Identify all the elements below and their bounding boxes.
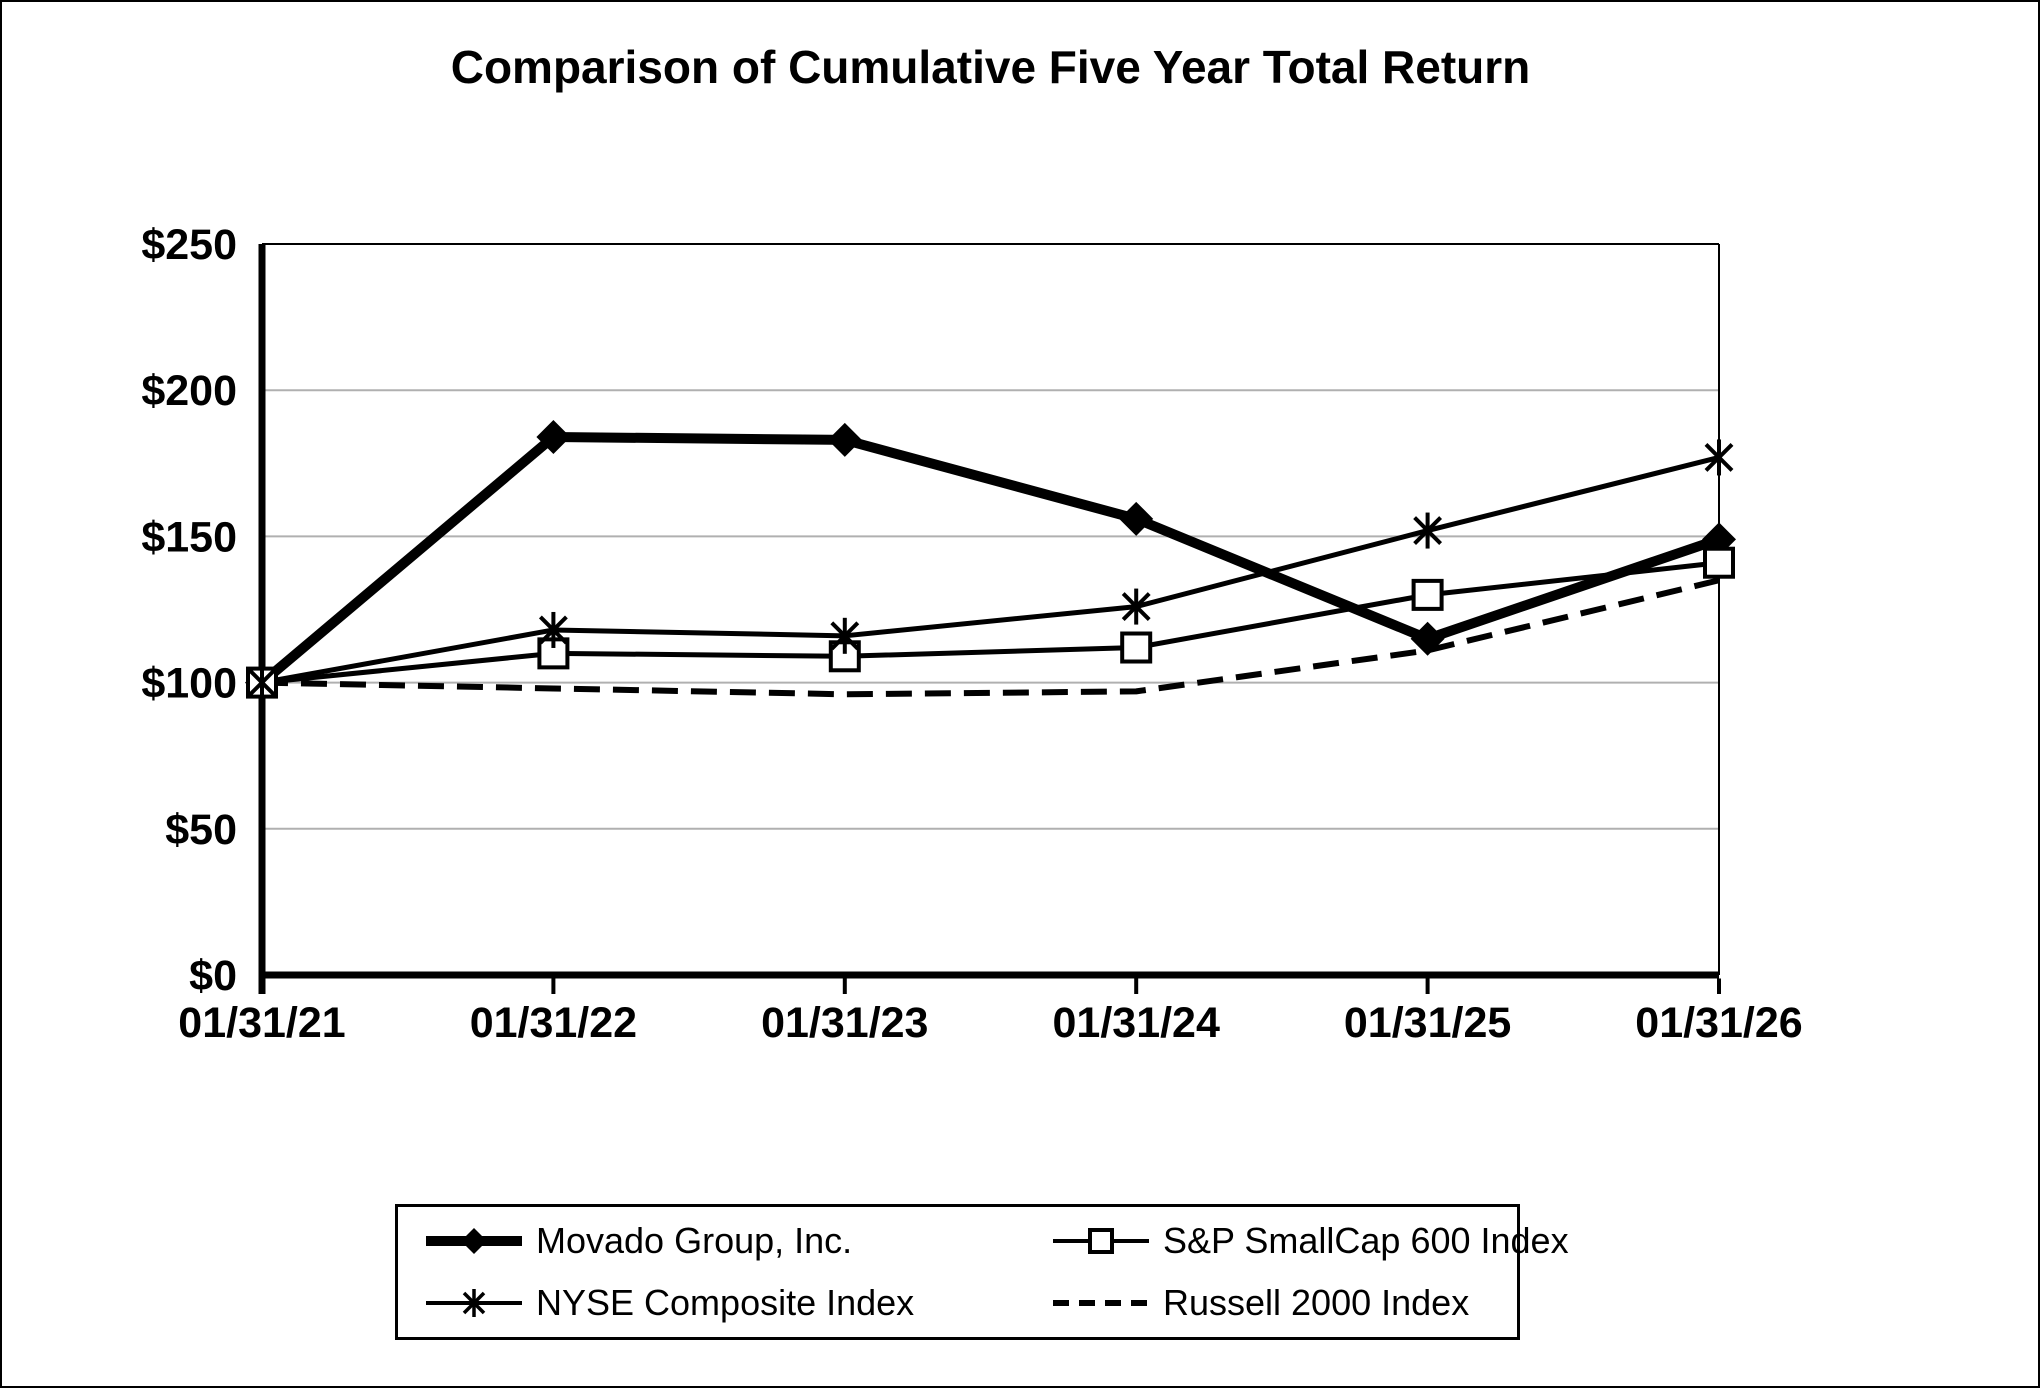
legend-item-nyse: NYSE Composite Index [424, 1275, 1051, 1331]
x-axis-label-4: 01/31/25 [1344, 999, 1511, 1047]
movado-thick-line-diamond-sample [426, 1228, 522, 1254]
marker-asterisk-d2-1 [538, 615, 568, 645]
legend-item-sp-smallcap: S&P SmallCap 600 Index [1051, 1213, 1569, 1269]
series-line-3 [261, 577, 1720, 698]
x-axis-label-3: 01/31/24 [1053, 999, 1220, 1047]
chart-title: Comparison of Cumulative Five Year Total… [450, 41, 1531, 93]
marker-asterisk-d2-2 [830, 621, 860, 651]
legend-label-movado: Movado Group, Inc. [536, 1220, 853, 1261]
chart-legend: Movado Group, Inc. S&P SmallCap 600 Inde… [395, 1204, 1569, 1340]
legend-label-russell: Russell 2000 Index [1163, 1282, 1470, 1323]
y-axis-label-150: $150 [141, 513, 237, 561]
marker-diamond-2 [827, 422, 862, 457]
marker-diamond-3 [1119, 501, 1154, 536]
legend-label-sp-smallcap: S&P SmallCap 600 Index [1163, 1220, 1569, 1261]
marker-asterisk-d2-0 [247, 668, 277, 698]
marker-asterisk-d2-5 [1704, 443, 1734, 472]
series-line-0 [258, 431, 1721, 687]
y-axis-label-100: $100 [141, 660, 237, 708]
y-axis-label-200: $200 [141, 367, 237, 415]
sp-line-open-square-sample [1053, 1228, 1149, 1254]
y-axis-label-0: $0 [189, 952, 237, 1000]
y-axis-label-50: $50 [165, 806, 237, 854]
marker-asterisk-d2-4 [1413, 516, 1443, 545]
x-axis-label-0: 01/31/21 [178, 999, 345, 1047]
y-axis-label-250: $250 [141, 221, 237, 269]
series-line-1 [261, 560, 1720, 686]
russell-dashed-line-sample [1053, 1300, 1149, 1306]
legend-label-nyse: NYSE Composite Index [536, 1282, 915, 1323]
legend-item-russell: Russell 2000 Index [1051, 1275, 1569, 1331]
x-axis-label-1: 01/31/22 [470, 999, 637, 1047]
marker-square-5 [1703, 546, 1735, 579]
marker-diamond-1 [536, 419, 571, 454]
x-axis-label-5: 01/31/26 [1635, 999, 1802, 1047]
marker-diamond-4 [1410, 621, 1445, 656]
marker-asterisk-d2-3 [1121, 592, 1151, 621]
marker-square-4 [1411, 578, 1444, 611]
nyse-line-asterisk-sample [426, 1289, 522, 1317]
legend-item-movado: Movado Group, Inc. [424, 1213, 1051, 1269]
x-axis-label-2: 01/31/23 [761, 999, 928, 1047]
series-line-2 [261, 455, 1720, 686]
marker-square-3 [1120, 631, 1153, 664]
